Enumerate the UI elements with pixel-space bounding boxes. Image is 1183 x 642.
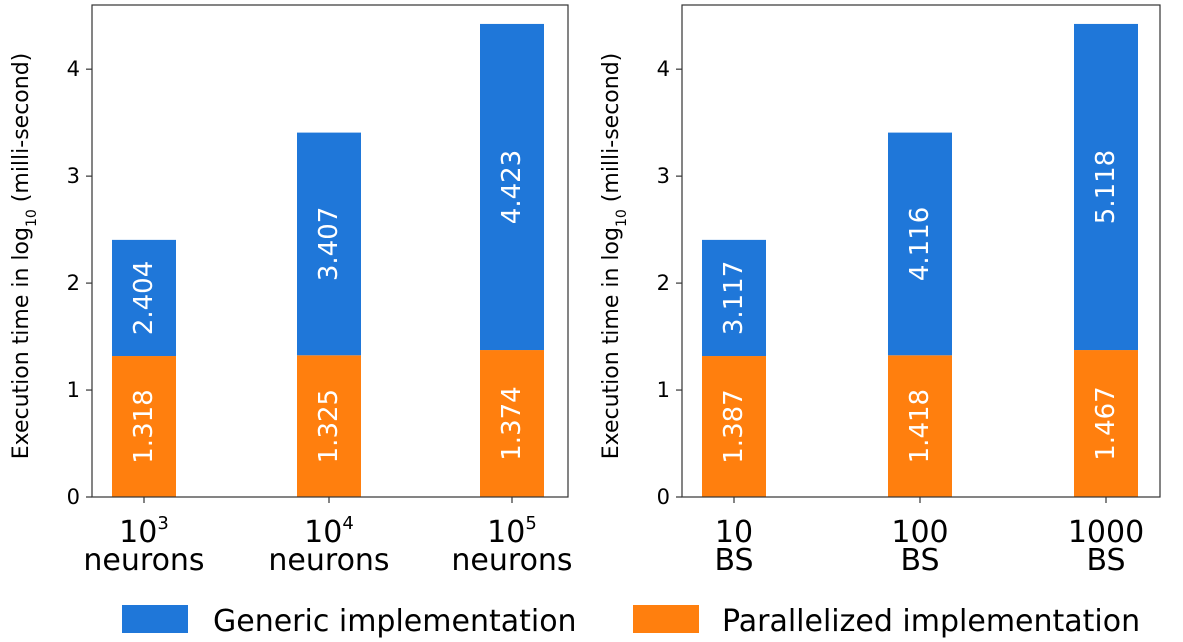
- x-tick-sublabel-3: BS: [1086, 543, 1125, 578]
- bar-generic-1: [112, 239, 176, 357]
- x-tick-sublabel-2: neurons: [268, 543, 389, 578]
- x-tick-label-3: 1000: [1068, 515, 1144, 550]
- x-tick-sublabel-1: neurons: [83, 543, 204, 578]
- y-tick-label: 4: [657, 57, 670, 81]
- bar-parallel-1: [112, 356, 176, 497]
- chart-panel-1: 1.3182.4041.3253.4071.3744.42301234103ne…: [9, 4, 573, 578]
- data-label-generic-2: 3.407: [314, 207, 344, 281]
- data-label-parallel-2: 1.418: [905, 389, 935, 463]
- bar-generic-3: [1074, 23, 1138, 351]
- legend-swatch-generic: [122, 605, 188, 633]
- data-label-generic-1: 3.117: [719, 261, 749, 335]
- data-label-generic-2: 4.116: [905, 207, 935, 281]
- axes-frame: [681, 4, 1161, 498]
- data-label-parallel-2: 1.325: [314, 389, 344, 463]
- bar-parallel-3: [1074, 350, 1138, 497]
- data-label-generic-3: 5.118: [1091, 150, 1121, 224]
- data-label-generic-3: 4.423: [497, 150, 527, 224]
- bar-parallel-3: [480, 350, 544, 497]
- data-label-parallel-3: 1.374: [497, 386, 527, 460]
- y-tick-label: 2: [67, 271, 80, 295]
- legend-label-generic: Generic implementation: [213, 604, 577, 638]
- legend-swatch-parallel: [633, 605, 699, 633]
- y-tick-label: 1: [657, 378, 670, 402]
- y-tick-label: 3: [657, 164, 670, 188]
- y-tick-label: 1: [67, 378, 80, 402]
- y-axis-label: Execution time in log10 (milli-second): [9, 53, 40, 460]
- legend-label-parallel: Parallelized implementation: [722, 604, 1140, 638]
- bar-parallel-2: [888, 355, 952, 497]
- data-label-parallel-3: 1.467: [1091, 386, 1121, 460]
- y-tick-label: 3: [67, 164, 80, 188]
- y-axis-label: Execution time in log10 (milli-second): [599, 53, 630, 460]
- y-tick-label: 0: [657, 485, 670, 509]
- bar-generic-1: [702, 239, 766, 357]
- y-tick-label: 2: [657, 271, 670, 295]
- x-tick-label-2: 104: [304, 513, 354, 550]
- bar-parallel-1: [702, 356, 766, 497]
- bar-parallel-2: [297, 355, 361, 497]
- x-tick-label-1: 10: [715, 515, 753, 550]
- axes-frame: [91, 4, 569, 498]
- data-label-parallel-1: 1.387: [719, 389, 749, 463]
- bar-generic-2: [297, 132, 361, 356]
- x-tick-label-3: 105: [487, 513, 537, 550]
- x-tick-sublabel-1: BS: [714, 543, 753, 578]
- bar-generic-3: [480, 23, 544, 351]
- y-tick-label: 0: [67, 485, 80, 509]
- y-tick-label: 4: [67, 57, 80, 81]
- x-tick-sublabel-2: BS: [900, 543, 939, 578]
- x-tick-sublabel-3: neurons: [451, 543, 572, 578]
- data-label-parallel-1: 1.318: [129, 389, 159, 463]
- x-tick-label-2: 100: [891, 515, 948, 550]
- chart-panel-2: 1.3873.1171.4184.1161.4675.1180123410BS1…: [599, 4, 1161, 578]
- bar-generic-2: [888, 132, 952, 356]
- data-label-generic-1: 2.404: [129, 261, 159, 335]
- x-tick-label-1: 103: [119, 513, 169, 550]
- legend: Generic implementation Parallelized imple…: [122, 604, 1140, 639]
